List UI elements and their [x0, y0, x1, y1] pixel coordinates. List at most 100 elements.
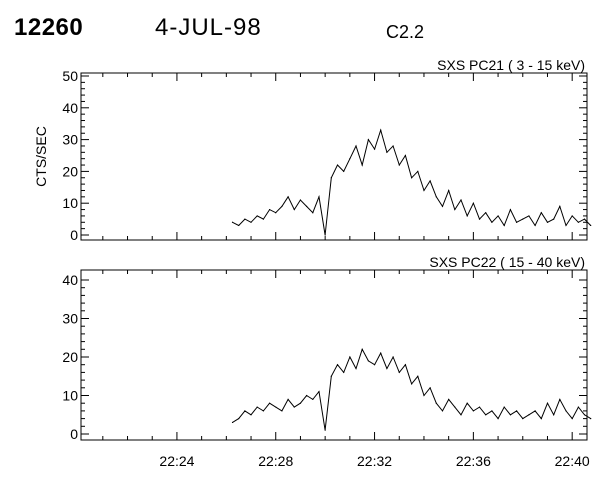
- data-point: [318, 391, 320, 393]
- data-point: [540, 418, 542, 420]
- data-point: [250, 221, 252, 223]
- data-point: [448, 189, 450, 192]
- data-point: [238, 418, 240, 420]
- data-point: [281, 410, 283, 412]
- data-point: [466, 402, 468, 404]
- y-tick-label: 10: [62, 388, 78, 404]
- data-point: [324, 429, 326, 431]
- data-point: [380, 352, 382, 354]
- data-point: [460, 199, 462, 201]
- data-point: [367, 139, 369, 141]
- x-tick-label: 22:32: [357, 453, 392, 469]
- data-point: [448, 398, 450, 400]
- data-point: [287, 196, 289, 198]
- event-id: 12260: [14, 14, 84, 41]
- data-point: [497, 418, 499, 420]
- data-point: [429, 180, 431, 182]
- data-point: [404, 364, 407, 366]
- data-point: [559, 398, 561, 400]
- data-point: [565, 224, 567, 227]
- data-point: [583, 414, 586, 416]
- x-tick-label: 22:24: [159, 453, 194, 469]
- data-point: [392, 145, 394, 147]
- data-point: [491, 410, 493, 412]
- data-point: [571, 418, 573, 420]
- data-point: [546, 221, 549, 223]
- data-point: [411, 383, 413, 385]
- y-tick-label: 50: [62, 68, 78, 84]
- data-point: [312, 398, 314, 400]
- data-point: [583, 218, 586, 220]
- data-point: [386, 367, 388, 370]
- data-point: [330, 177, 332, 179]
- data-point: [417, 375, 419, 377]
- data-point: [509, 208, 512, 211]
- data-point: [429, 387, 431, 389]
- data-point: [460, 414, 462, 416]
- data-point: [349, 158, 351, 160]
- data-point: [355, 145, 357, 147]
- data-point: [373, 148, 376, 150]
- panel-title: SXS PC22 ( 15 - 40 keV): [429, 254, 585, 270]
- data-point: [336, 364, 339, 366]
- data-point: [262, 410, 264, 412]
- data-point: [343, 371, 345, 373]
- data-point: [509, 414, 512, 416]
- data-point: [534, 224, 536, 227]
- data-point: [411, 177, 413, 179]
- data-point: [528, 414, 530, 416]
- data-point: [275, 212, 277, 214]
- data-point: [250, 414, 252, 416]
- y-tick-label: 0: [70, 227, 78, 243]
- data-point: [306, 205, 308, 207]
- data-point: [312, 212, 314, 214]
- data-point: [361, 164, 363, 166]
- data-point: [485, 414, 487, 416]
- data-point: [478, 406, 481, 408]
- data-point: [343, 170, 345, 172]
- data-point: [522, 418, 524, 420]
- data-point: [485, 212, 487, 214]
- data-point: [503, 406, 505, 408]
- panel-2: SXS PC22 ( 15 - 40 keV) 0 10 20 30 40 22:24 22:…: [62, 254, 592, 469]
- date-label: 4-JUL-98: [155, 14, 262, 41]
- data-point: [336, 164, 339, 166]
- data-point: [386, 151, 388, 153]
- y-tick-label: 0: [70, 426, 78, 442]
- data-point: [522, 218, 524, 220]
- data-point: [528, 215, 530, 217]
- y-tick-label: 20: [62, 163, 78, 179]
- x-tick-label: 22:36: [456, 453, 491, 469]
- data-point: [281, 205, 283, 207]
- goes-class-label: C2.2: [386, 22, 425, 42]
- data-point: [398, 371, 400, 373]
- y-tick-label: 40: [62, 100, 78, 116]
- data-point: [423, 189, 425, 192]
- data-point: [534, 410, 536, 412]
- data-point: [299, 199, 302, 201]
- data-point: [478, 218, 481, 220]
- x-tick-label: 22:40: [555, 453, 590, 469]
- data-point: [540, 212, 542, 214]
- data-point: [454, 208, 456, 211]
- data-point: [441, 410, 444, 412]
- data-point: [559, 205, 561, 207]
- data-point: [503, 224, 505, 227]
- data-point: [466, 215, 468, 217]
- data-point: [306, 394, 308, 397]
- data-point: [435, 196, 437, 198]
- data-point: [546, 402, 549, 404]
- data-point: [435, 402, 437, 404]
- series-line: [232, 348, 591, 431]
- data-point: [256, 215, 258, 217]
- y-tick-label: 20: [62, 349, 78, 365]
- y-tick-label: 10: [62, 195, 78, 211]
- data-point: [318, 196, 320, 198]
- data-point: [355, 367, 357, 370]
- data-point: [417, 170, 419, 172]
- data-point: [231, 221, 234, 223]
- data-point: [404, 154, 407, 157]
- y-axis-label: CTS/SEC: [33, 126, 49, 187]
- data-point: [299, 402, 302, 404]
